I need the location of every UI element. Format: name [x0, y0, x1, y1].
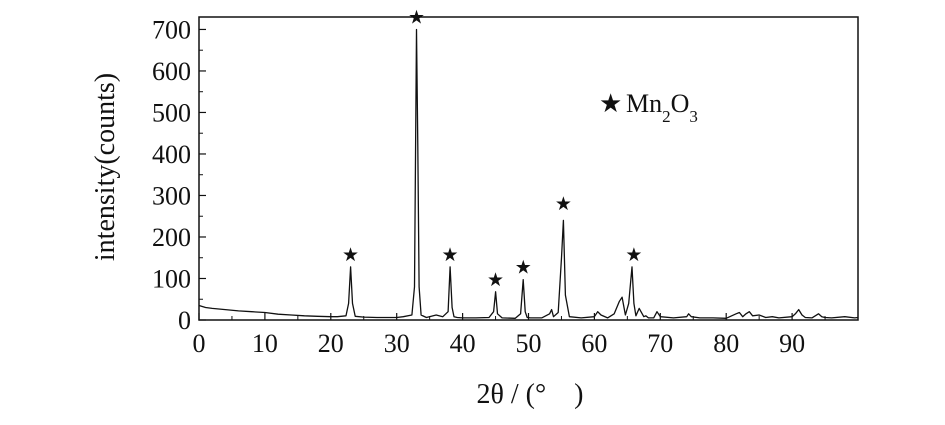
x-tick-label: 20 [318, 329, 344, 358]
x-axis-title: 2θ / (° ) [476, 379, 583, 410]
x-tick-label: 60 [581, 329, 607, 358]
y-tick-label: 300 [152, 181, 191, 210]
y-tick-label: 400 [152, 140, 191, 169]
y-axis-title: intensity(counts) [90, 73, 121, 261]
x-tick-label: 90 [779, 329, 805, 358]
peak-star-marker: ★ [408, 6, 425, 28]
peak-star-marker: ★ [625, 244, 642, 266]
x-tick-label: 30 [384, 329, 410, 358]
x-tick-label: 40 [450, 329, 476, 358]
peak-star-marker: ★ [442, 244, 459, 266]
y-tick-label: 0 [178, 306, 191, 335]
y-tick-label: 100 [152, 264, 191, 293]
y-tick-label: 700 [152, 15, 191, 44]
x-tick-label: 0 [193, 329, 206, 358]
legend: ★ Mn2O3 [599, 89, 698, 126]
y-tick-label: 500 [152, 98, 191, 127]
peak-star-marker: ★ [555, 193, 572, 215]
x-tick-label: 70 [647, 329, 673, 358]
data-marks: ★ ★ ★ ★ ★ ★ ★ [198, 6, 859, 319]
legend-label: Mn2O3 [626, 89, 698, 126]
peak-star-marker: ★ [342, 244, 359, 266]
series-line [198, 28, 859, 319]
x-tick-label: 50 [516, 329, 542, 358]
axes: 0 10 20 30 40 50 60 70 80 90 0 100 200 300 400 500 600 70… [152, 15, 826, 358]
y-tick-label: 600 [152, 57, 191, 86]
peak-star-marker: ★ [515, 257, 532, 279]
legend-star-marker: ★ [599, 89, 622, 118]
peak-star-marker: ★ [487, 269, 504, 291]
x-tick-label: 80 [713, 329, 739, 358]
y-tick-label: 200 [152, 223, 191, 252]
x-tick-label: 10 [252, 329, 278, 358]
